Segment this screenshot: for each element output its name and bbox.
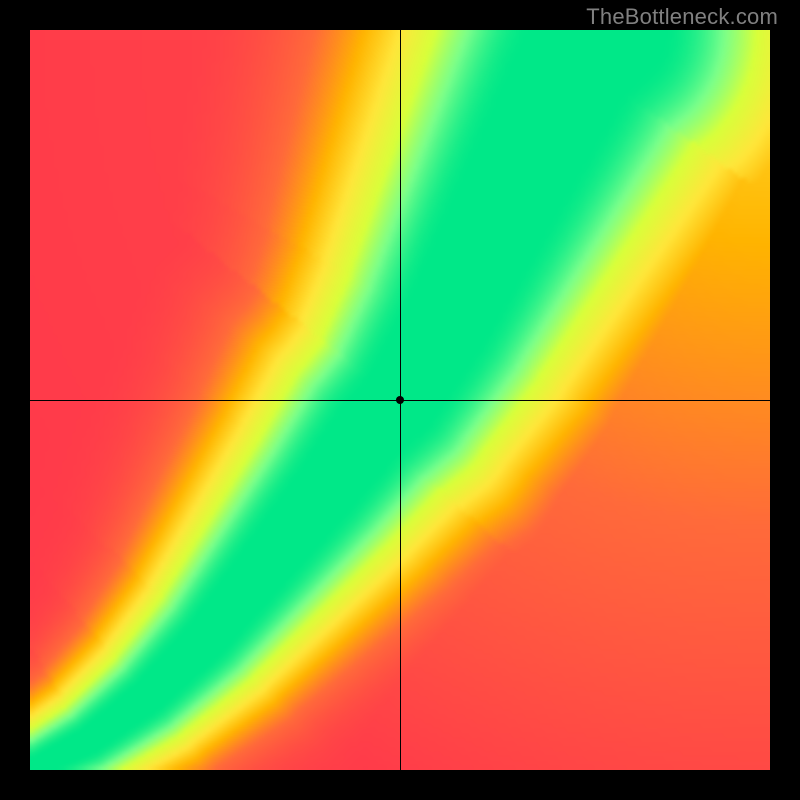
watermark-text: TheBottleneck.com <box>586 4 778 30</box>
heatmap-plot <box>30 30 770 770</box>
crosshair-marker <box>396 396 404 404</box>
